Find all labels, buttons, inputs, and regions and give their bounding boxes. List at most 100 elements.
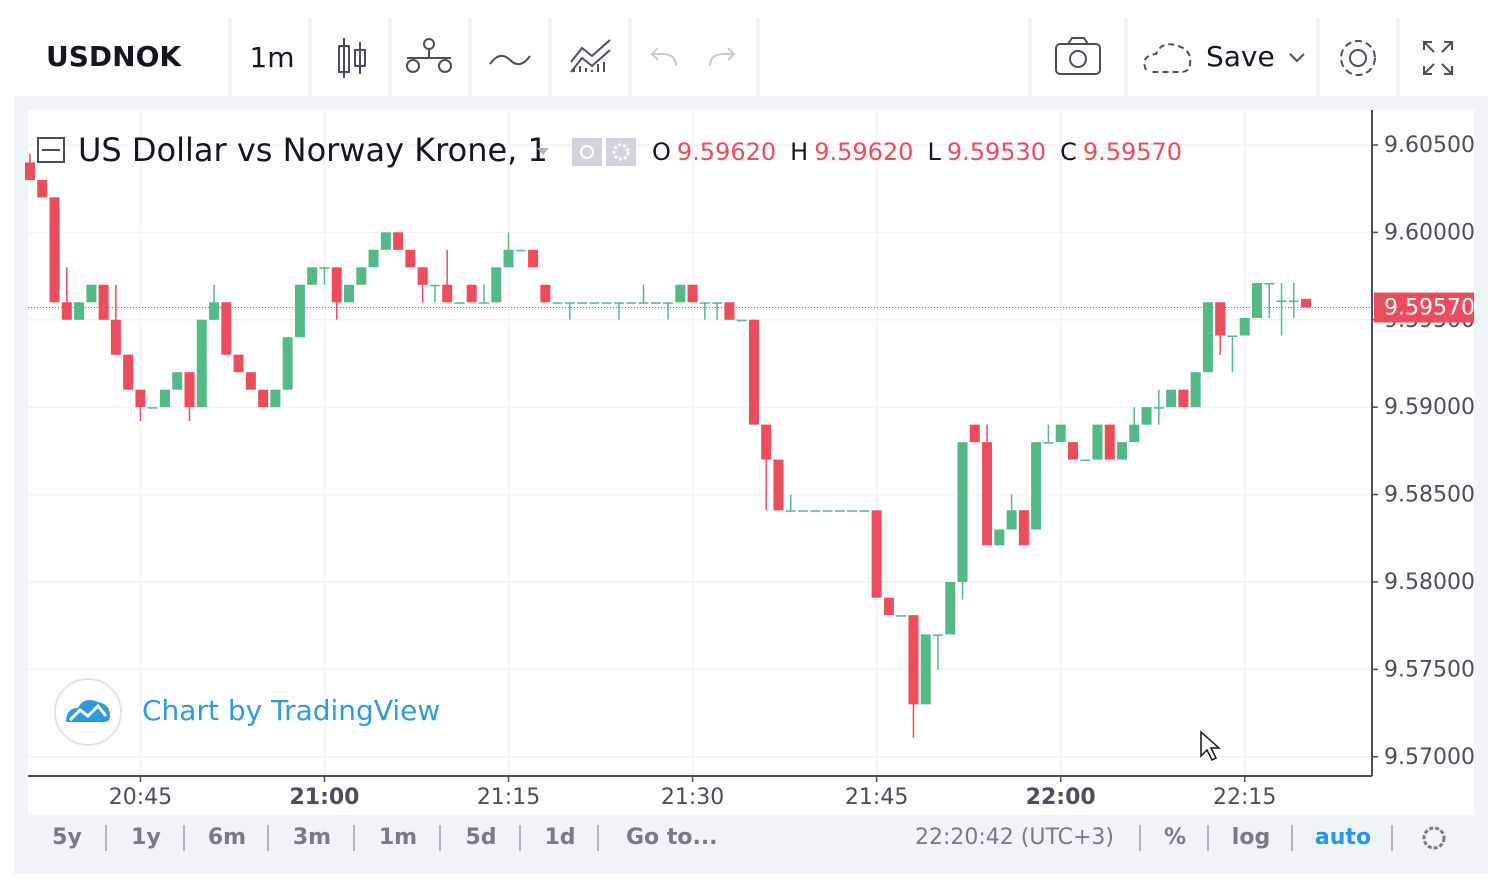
y-tick-label: 9.58000 xyxy=(1384,570,1475,595)
symbol-button[interactable] xyxy=(14,18,228,96)
candle-body xyxy=(258,389,269,408)
interval-button[interactable] xyxy=(232,18,308,96)
candle-body xyxy=(1239,318,1250,336)
percent-toggle[interactable]: % xyxy=(1164,825,1186,850)
candle-body xyxy=(785,510,796,512)
candle-body xyxy=(773,459,784,511)
candle-body xyxy=(1202,302,1213,373)
range-button[interactable]: 1y xyxy=(131,825,161,850)
candle-body xyxy=(344,284,355,303)
candle-body xyxy=(1178,389,1189,408)
templates-button[interactable] xyxy=(552,18,628,96)
toolbar: USDNOK 1m Save xyxy=(14,18,1488,96)
x-tick-label: 21:15 xyxy=(477,785,540,810)
candle-body xyxy=(834,510,845,512)
candle-body xyxy=(1141,407,1152,425)
indicator-icon xyxy=(489,54,531,66)
candle-body xyxy=(503,249,514,268)
candle-body xyxy=(515,249,526,252)
candle-body xyxy=(552,302,563,304)
candle-body xyxy=(908,615,919,705)
candle-body xyxy=(454,302,465,304)
candle-body xyxy=(245,372,256,390)
candle-body xyxy=(1018,510,1029,546)
candle-body xyxy=(589,302,600,304)
candle-body xyxy=(1117,442,1128,460)
candle-icon xyxy=(338,38,366,78)
candle-body xyxy=(920,634,931,705)
ohlc-key: H xyxy=(790,138,808,166)
candle-body xyxy=(1055,424,1066,443)
range-button[interactable]: 6m xyxy=(208,825,246,850)
candle-body xyxy=(1129,424,1140,443)
candle-body xyxy=(798,510,809,512)
candle-body xyxy=(1043,442,1054,444)
candle-body xyxy=(896,615,907,617)
y-tick-label: 9.60500 xyxy=(1384,133,1475,158)
candle-body xyxy=(184,372,195,408)
redo-icon xyxy=(709,47,736,67)
symbol[interactable]: USDNOK xyxy=(46,40,182,73)
fullscreen-button[interactable] xyxy=(1400,18,1488,96)
indicators-button[interactable] xyxy=(472,18,548,96)
candle-body xyxy=(1252,283,1262,319)
candle-body xyxy=(74,302,85,320)
candle-body xyxy=(466,284,477,303)
y-tick-label: 9.57000 xyxy=(1384,745,1475,770)
x-tick-label: 21:00 xyxy=(289,785,359,810)
candle-body xyxy=(699,302,710,304)
visibility-icon[interactable] xyxy=(572,138,602,166)
candle-body xyxy=(687,284,698,303)
range-button[interactable]: 5y xyxy=(52,825,82,850)
y-tick-label: 9.58500 xyxy=(1384,483,1475,508)
candle-body xyxy=(233,354,244,373)
candle-body xyxy=(871,510,882,598)
x-tick-label: 22:00 xyxy=(1026,785,1096,810)
candle-body xyxy=(331,267,342,303)
last-price-box xyxy=(1374,292,1474,323)
candle-body xyxy=(1092,424,1103,460)
bottom-settings[interactable] xyxy=(1422,826,1446,850)
clock: 22:20:42 (UTC+3) xyxy=(915,825,1114,850)
settings-button[interactable] xyxy=(1320,18,1396,96)
range-button[interactable]: 5d xyxy=(465,825,496,850)
candle-body xyxy=(221,302,232,355)
candle-body xyxy=(577,302,588,304)
last-price-label: 9.59570 xyxy=(1384,296,1475,321)
candle-body xyxy=(417,267,428,285)
toolbar-spacer xyxy=(760,18,1028,96)
legend: US Dollar vs Norway Krone, 1 O 9.59620 H 9.… xyxy=(37,131,1182,169)
save-button[interactable] xyxy=(1128,18,1316,96)
range-button[interactable]: 3m xyxy=(293,825,331,850)
save-label[interactable]: Save xyxy=(1206,40,1275,73)
interval[interactable]: 1m xyxy=(249,41,294,74)
cursor xyxy=(1200,730,1221,762)
candle-body xyxy=(945,581,956,635)
watermark-text[interactable]: Chart by TradingView xyxy=(142,694,440,727)
candle-body xyxy=(564,302,575,304)
range-button[interactable]: 1d xyxy=(544,825,575,850)
candle-body xyxy=(37,179,48,198)
candle-body xyxy=(969,424,980,443)
candle-body xyxy=(638,302,649,304)
candle-body xyxy=(135,389,146,408)
range-button[interactable]: 1m xyxy=(379,825,417,850)
x-tick-label: 21:30 xyxy=(661,785,724,810)
fullscreen-icon xyxy=(1423,41,1453,75)
title-dropdown[interactable] xyxy=(537,148,549,155)
candle-body xyxy=(429,284,440,287)
undo-redo[interactable] xyxy=(632,18,756,96)
y-tick-label: 9.57500 xyxy=(1384,657,1475,682)
candle-body xyxy=(810,510,821,512)
log-toggle[interactable]: log xyxy=(1232,825,1270,850)
format-icon[interactable] xyxy=(606,138,636,166)
snapshot-button[interactable] xyxy=(1032,18,1124,96)
candle-body xyxy=(98,284,109,320)
templates-icon xyxy=(570,39,611,73)
plot-area xyxy=(25,110,1378,782)
candle-body xyxy=(663,302,674,304)
candle-body xyxy=(736,319,747,322)
goto-button[interactable]: Go to... xyxy=(626,825,718,850)
auto-toggle[interactable]: auto xyxy=(1315,825,1371,850)
tv-line xyxy=(68,703,108,722)
